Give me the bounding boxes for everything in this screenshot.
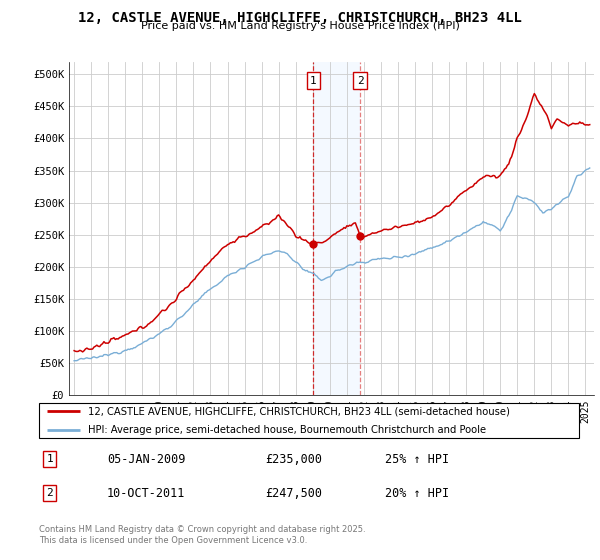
- Text: 2: 2: [46, 488, 53, 498]
- Text: 12, CASTLE AVENUE, HIGHCLIFFE, CHRISTCHURCH, BH23 4LL (semi-detached house): 12, CASTLE AVENUE, HIGHCLIFFE, CHRISTCHU…: [88, 407, 510, 417]
- FancyBboxPatch shape: [39, 403, 579, 438]
- Text: 20% ↑ HPI: 20% ↑ HPI: [385, 487, 449, 500]
- Bar: [313, 62, 360, 395]
- Text: HPI: Average price, semi-detached house, Bournemouth Christchurch and Poole: HPI: Average price, semi-detached house,…: [88, 424, 486, 435]
- Text: £235,000: £235,000: [265, 452, 322, 465]
- Text: 10-OCT-2011: 10-OCT-2011: [107, 487, 185, 500]
- Text: 25% ↑ HPI: 25% ↑ HPI: [385, 452, 449, 465]
- Text: 05-JAN-2009: 05-JAN-2009: [107, 452, 185, 465]
- Text: Contains HM Land Registry data © Crown copyright and database right 2025.
This d: Contains HM Land Registry data © Crown c…: [39, 525, 365, 545]
- Text: £247,500: £247,500: [265, 487, 322, 500]
- Text: 12, CASTLE AVENUE, HIGHCLIFFE, CHRISTCHURCH, BH23 4LL: 12, CASTLE AVENUE, HIGHCLIFFE, CHRISTCHU…: [78, 11, 522, 25]
- Text: 1: 1: [46, 454, 53, 464]
- Text: 2: 2: [357, 76, 364, 86]
- Text: 1: 1: [310, 76, 317, 86]
- Text: Price paid vs. HM Land Registry's House Price Index (HPI): Price paid vs. HM Land Registry's House …: [140, 21, 460, 31]
